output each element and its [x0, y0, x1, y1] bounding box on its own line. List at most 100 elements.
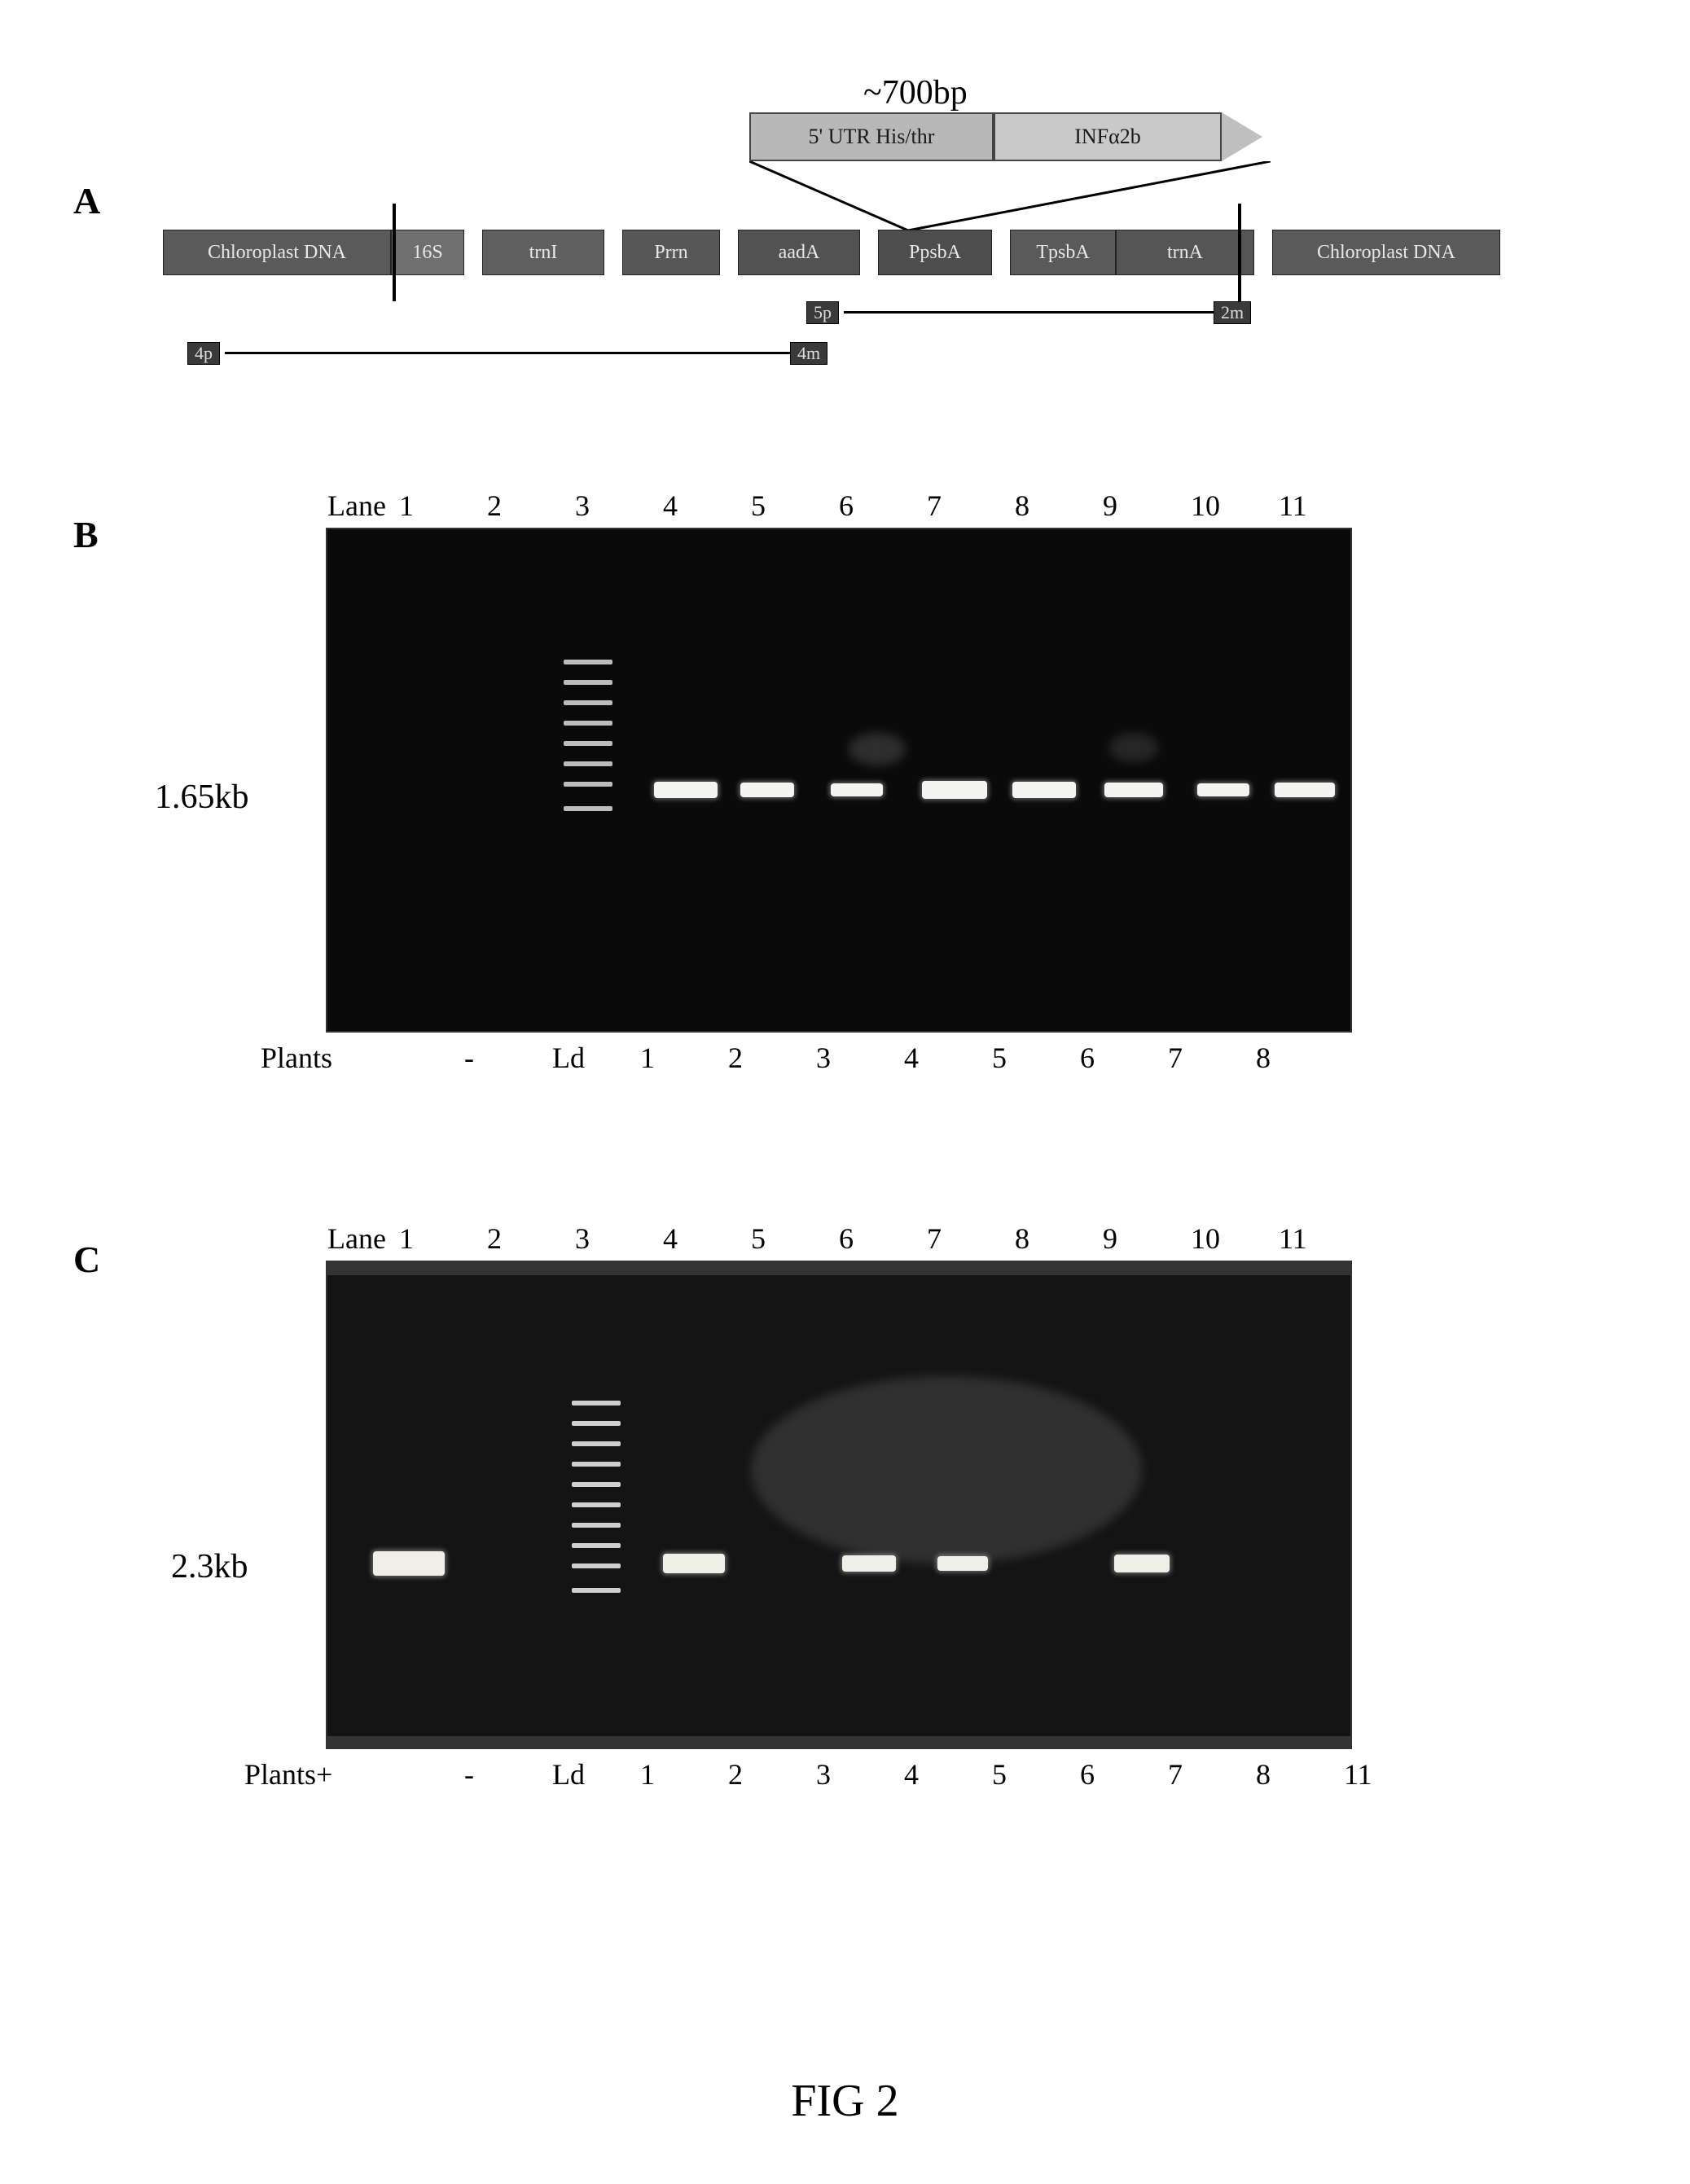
lane-number: 11 [1279, 1221, 1307, 1256]
insert-cassette-arrow: 5' UTR His/thrINFα2b [749, 112, 1271, 161]
plants-label: 5 [992, 1041, 1007, 1075]
gel-band [1275, 783, 1335, 797]
panel-b-plants-row: Plants -Ld12345678 [293, 1041, 1352, 1080]
plants-label: 7 [1168, 1041, 1183, 1075]
construct-segment: TpsbA [1010, 230, 1116, 275]
lane-number: 1 [399, 1221, 414, 1256]
plants-label: 8 [1256, 1757, 1271, 1791]
lane-title-c: Lane [327, 1221, 386, 1256]
plants-label: 3 [816, 1041, 831, 1075]
plants-label: 5 [992, 1757, 1007, 1791]
ladder-rung [564, 680, 612, 685]
ladder-rung [564, 806, 612, 811]
construct-bar: Chloroplast DNA16StrnIPrrnaadAPpsbATpsbA… [163, 228, 1507, 277]
gel-band [1197, 783, 1249, 796]
plants-label: 2 [728, 1041, 743, 1075]
primer-line [844, 311, 1214, 314]
ladder-rung [564, 761, 612, 766]
lane-number: 8 [1015, 1221, 1029, 1256]
gel-band [842, 1555, 896, 1572]
gel-band [937, 1556, 988, 1571]
figure-caption: FIG 2 [0, 2075, 1690, 2127]
plants-label: 4 [904, 1041, 919, 1075]
gel-band [654, 782, 718, 798]
ladder-rung [564, 782, 612, 787]
primer-label: 2m [1214, 301, 1251, 324]
plants-label: Ld [552, 1041, 585, 1075]
plants-label: 11 [1344, 1757, 1372, 1791]
plants-label: 4 [904, 1757, 919, 1791]
panel-c-label: C [73, 1238, 100, 1281]
ladder-rung [572, 1523, 621, 1528]
lane-number: 7 [927, 489, 942, 523]
panel-b-gel [326, 528, 1352, 1033]
construct-segment: trnA [1116, 230, 1254, 275]
lane-number: 4 [663, 489, 678, 523]
lane-number: 4 [663, 1221, 678, 1256]
ladder-rung [572, 1421, 621, 1426]
plants-label: 6 [1080, 1041, 1095, 1075]
lane-number: 10 [1191, 1221, 1220, 1256]
construct-segment: PpsbA [878, 230, 992, 275]
panel-c-lane-header: Lane 1234567891011 [293, 1221, 1352, 1261]
lane-number: 10 [1191, 489, 1220, 523]
plants-label: 7 [1168, 1757, 1183, 1791]
construct-segment: Prrn [622, 230, 720, 275]
insertion-v-lines [749, 161, 1271, 230]
gel-band [831, 783, 883, 796]
insert-segment: 5' UTR His/thr [749, 112, 994, 161]
lane-number: 7 [927, 1221, 942, 1256]
panel-a-label: A [73, 179, 100, 222]
plants-title-c: Plants+ [244, 1757, 332, 1791]
gel-band [373, 1551, 445, 1576]
ladder-rung [572, 1482, 621, 1487]
plants-label: 1 [640, 1041, 655, 1075]
lane-number: 2 [487, 1221, 502, 1256]
insert-segment: INFα2b [994, 112, 1222, 161]
panel-b-size-label: 1.65kb [155, 778, 249, 817]
gel-band [663, 1554, 725, 1573]
gel-band [1114, 1555, 1170, 1572]
lane-number: 1 [399, 489, 414, 523]
construct-segment: Chloroplast DNA [163, 230, 391, 275]
construct-segment: Chloroplast DNA [1272, 230, 1500, 275]
panel-b-label: B [73, 513, 99, 556]
ladder-rung [572, 1588, 621, 1593]
plants-label: 2 [728, 1757, 743, 1791]
panel-b-wrap: Lane 1234567891011 1.65kb Plants -Ld1234… [293, 489, 1352, 1080]
construct-segment: trnI [482, 230, 604, 275]
plants-label: 8 [1256, 1041, 1271, 1075]
plants-label: Ld [552, 1757, 585, 1791]
lane-number: 9 [1103, 489, 1117, 523]
plants-label: - [464, 1041, 474, 1075]
gel-band [740, 783, 794, 797]
ladder-rung [572, 1462, 621, 1467]
gel-band [1012, 782, 1076, 798]
flank-divider-right [1238, 204, 1241, 301]
construct-segment: 16S [391, 230, 464, 275]
construct-segment: aadA [738, 230, 860, 275]
primer-label: 4m [790, 342, 827, 365]
gel-band [1104, 783, 1163, 797]
ladder-rung [564, 721, 612, 726]
primer-label: 4p [187, 342, 220, 365]
primer-line [225, 352, 790, 354]
primer-track-4p4m: 4p 4m [163, 342, 1507, 365]
insert-size-label: ~700bp [863, 73, 968, 112]
panel-b-lane-header: Lane 1234567891011 [293, 489, 1352, 528]
plants-title-b: Plants [261, 1041, 332, 1075]
insert-arrowhead [1222, 112, 1262, 161]
lane-number: 5 [751, 489, 766, 523]
lane-number: 2 [487, 489, 502, 523]
panel-a-construct: ~700bp 5' UTR His/thrINFα2b Chloroplast … [163, 73, 1507, 383]
flank-divider-left [393, 204, 396, 301]
gel-band [922, 781, 987, 799]
ladder-rung [572, 1563, 621, 1568]
ladder-rung [572, 1502, 621, 1507]
plants-label: - [464, 1757, 474, 1791]
ladder-rung [572, 1401, 621, 1406]
lane-number: 6 [839, 489, 854, 523]
plants-label: 3 [816, 1757, 831, 1791]
panel-c-size-label: 2.3kb [171, 1547, 248, 1586]
ladder-rung [564, 741, 612, 746]
